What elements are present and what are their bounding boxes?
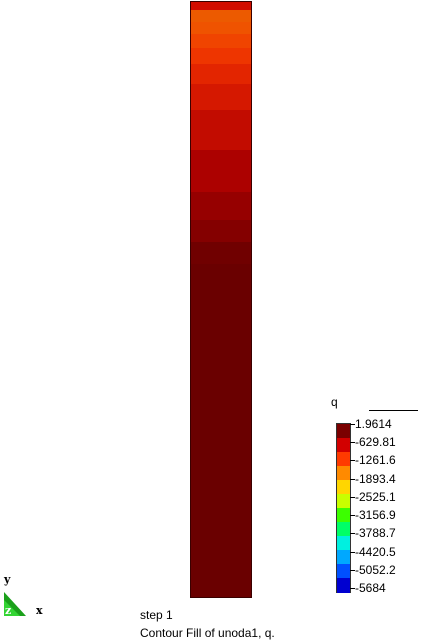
axis-triad bbox=[4, 592, 26, 616]
legend-tick-label: -2525.1 bbox=[355, 489, 396, 504]
legend-tick-label: 1.9614 bbox=[355, 417, 392, 431]
legend-tick-label: -4420.5 bbox=[355, 544, 396, 559]
legend-title: q bbox=[331, 395, 338, 409]
contour-band bbox=[191, 48, 251, 64]
contour-band bbox=[191, 150, 251, 192]
caption-description: Contour Fill of unoda1, q. bbox=[140, 626, 275, 640]
axis-y-label: y bbox=[4, 573, 11, 586]
legend-color-segment bbox=[337, 550, 350, 565]
legend-tick-label: -5684 bbox=[355, 581, 386, 595]
legend-color-segment bbox=[337, 536, 350, 551]
legend-color-bar bbox=[336, 423, 351, 593]
legend-tick-label: -1261.6 bbox=[355, 453, 396, 468]
legend-tick-label: -629.81 bbox=[355, 435, 396, 450]
contour-fill-column bbox=[190, 1, 252, 598]
legend-tick bbox=[350, 478, 355, 480]
legend-color-segment bbox=[337, 466, 350, 481]
legend-color-segment bbox=[337, 578, 350, 593]
legend-color-segment bbox=[337, 522, 350, 537]
legend-tick bbox=[350, 533, 355, 535]
legend-color-segment bbox=[337, 508, 350, 523]
contour-band bbox=[191, 10, 251, 22]
legend-tick bbox=[350, 551, 355, 553]
contour-band bbox=[191, 220, 251, 242]
legend-color-segment bbox=[337, 424, 350, 439]
triad-plane-highlight bbox=[4, 600, 20, 616]
legend-tick bbox=[350, 588, 355, 589]
legend-color-segment bbox=[337, 494, 350, 509]
contour-band bbox=[191, 264, 251, 597]
legend-tick bbox=[350, 569, 355, 571]
legend-title-rule bbox=[369, 410, 418, 411]
legend-tick bbox=[350, 515, 355, 517]
legend-tick bbox=[350, 424, 355, 425]
contour-band bbox=[191, 34, 251, 48]
legend-color-segment bbox=[337, 452, 350, 467]
legend-tick bbox=[350, 460, 355, 462]
legend-tick-label: -3788.7 bbox=[355, 526, 396, 541]
legend-color-segment bbox=[337, 480, 350, 495]
contour-band bbox=[191, 64, 251, 84]
legend-color-segment bbox=[337, 564, 350, 579]
contour-band bbox=[191, 22, 251, 34]
contour-band bbox=[191, 242, 251, 264]
legend-tick-label: -3156.9 bbox=[355, 508, 396, 523]
contour-band bbox=[191, 2, 251, 10]
contour-band bbox=[191, 84, 251, 110]
axis-x-label: x bbox=[36, 604, 43, 617]
contour-band bbox=[191, 192, 251, 220]
legend-tick-label: -1893.4 bbox=[355, 471, 396, 486]
legend-tick bbox=[350, 442, 355, 444]
axis-z-label: z bbox=[5, 604, 12, 617]
legend-tick bbox=[350, 496, 355, 498]
contour-band bbox=[191, 110, 251, 150]
caption-step: step 1 bbox=[140, 608, 173, 622]
legend-tick-label: -5052.2 bbox=[355, 562, 396, 577]
legend-color-segment bbox=[337, 438, 350, 453]
